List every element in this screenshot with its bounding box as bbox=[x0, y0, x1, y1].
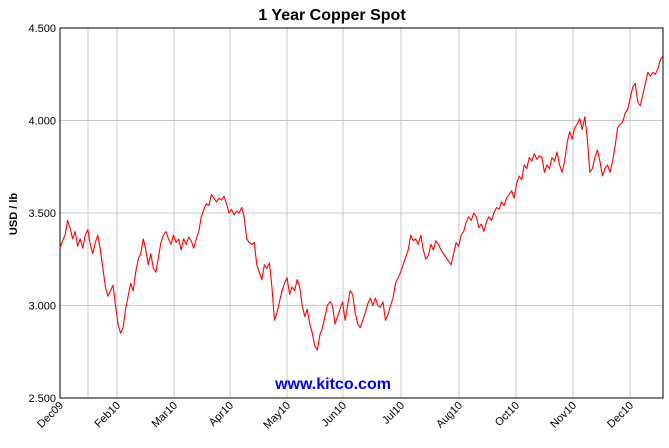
gridlines bbox=[59, 27, 663, 399]
x-tick-label: Oct10 bbox=[493, 400, 522, 429]
x-tick-label: Feb10 bbox=[93, 400, 124, 431]
y-tick-labels: 2.500 3.000 3.500 4.000 4.500 bbox=[28, 23, 56, 405]
x-tick-label: Apr10 bbox=[207, 400, 236, 429]
y-axis-label: USD / lb bbox=[8, 193, 20, 235]
x-tick-label: Jun10 bbox=[319, 400, 349, 430]
x-tick-label: Aug10 bbox=[434, 400, 465, 431]
y-tick-label: 4.000 bbox=[28, 116, 56, 128]
y-tick-label: 3.500 bbox=[28, 208, 56, 220]
copper-price-line bbox=[59, 55, 664, 351]
x-tick-label: Jul10 bbox=[380, 400, 407, 427]
y-tick-label: 2.500 bbox=[28, 393, 56, 405]
x-tick-label: May10 bbox=[261, 400, 293, 432]
x-tick-label: Nov10 bbox=[548, 400, 579, 431]
x-tick-label: Dec10 bbox=[605, 400, 636, 431]
x-tick-labels: Dec09 Feb10 Mar10 Apr10 May10 Jun10 Jul10 Aug10… bbox=[35, 400, 636, 432]
watermark-link[interactable]: www.kitco.com bbox=[274, 376, 391, 393]
axes bbox=[59, 27, 664, 399]
y-tick-label: 3.000 bbox=[28, 301, 56, 313]
plot-frame bbox=[59, 27, 664, 399]
x-tick-label: Mar10 bbox=[150, 400, 181, 431]
y-tick-label: 4.500 bbox=[28, 23, 56, 35]
chart-title: 1 Year Copper Spot bbox=[258, 7, 406, 24]
